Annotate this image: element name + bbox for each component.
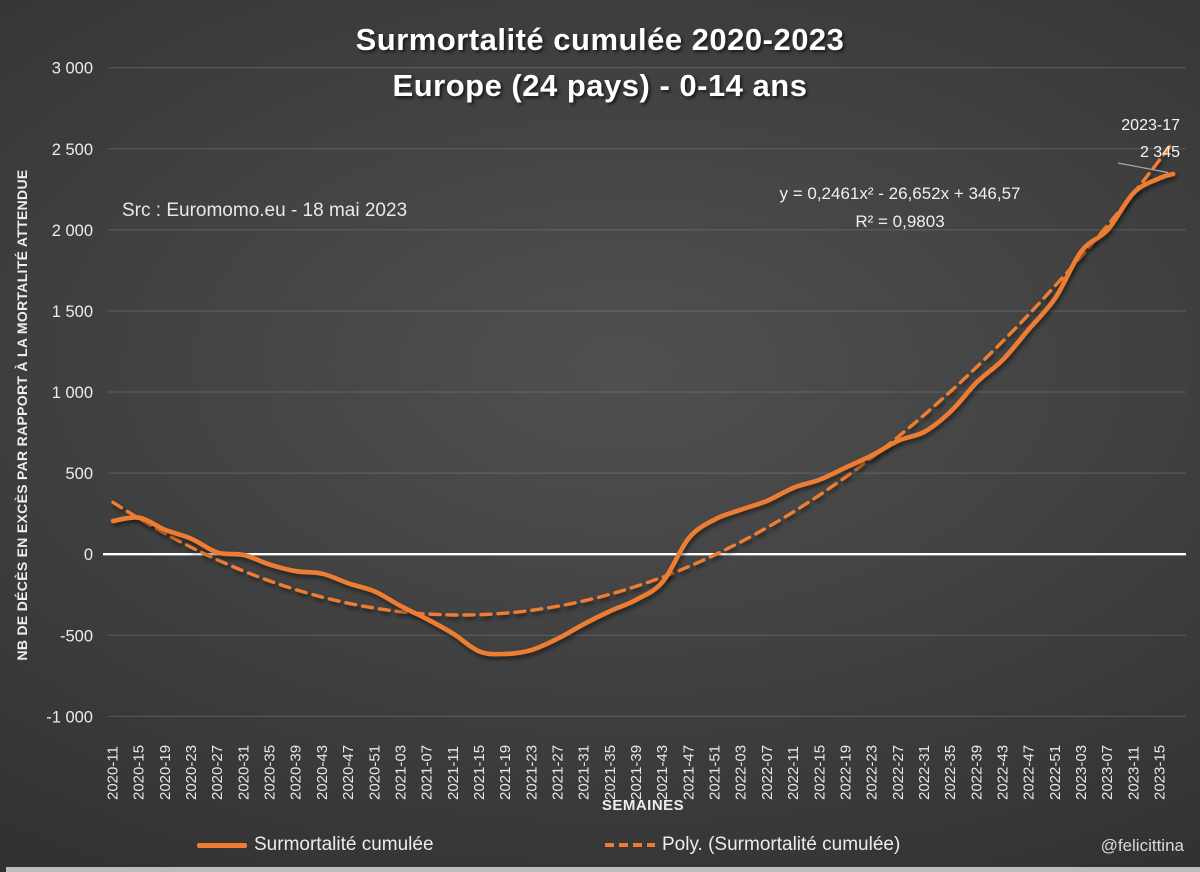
- trendline-equation-r2: R² = 0,9803: [855, 212, 945, 232]
- x-tick-label: 2022-35: [942, 745, 959, 800]
- last-point-value: 2 345: [1139, 144, 1180, 162]
- x-tick-label: 2020-23: [183, 745, 200, 800]
- x-tick-label: 2021-19: [497, 745, 514, 800]
- x-tick-label: 2022-19: [837, 745, 854, 800]
- last-point-week: 2023-17: [1121, 117, 1180, 134]
- x-tick-label: 2020-47: [340, 745, 357, 800]
- x-tick-label: 2022-07: [759, 745, 776, 800]
- y-tick-label: 2 000: [52, 222, 93, 240]
- legend-item-surmortalite: Surmortalité cumulée: [197, 832, 434, 858]
- series-line-surmortalite: [110, 171, 1176, 657]
- x-tick-label: 2022-39: [968, 745, 985, 800]
- x-tick-label: 2023-07: [1099, 745, 1116, 800]
- legend-dashed-line-swatch: [605, 843, 655, 847]
- legend-item-poly: Poly. (Surmortalité cumulée): [605, 832, 900, 858]
- x-tick-label: 2021-27: [549, 745, 566, 800]
- x-tick-label: 2022-47: [1021, 745, 1038, 800]
- x-tick-label: 2020-43: [314, 745, 331, 800]
- x-tick-label: 2022-15: [811, 745, 828, 800]
- x-tick-label: 2021-47: [680, 745, 697, 800]
- x-tick-label: 2022-51: [1047, 745, 1064, 800]
- trendline-poly: [111, 140, 1175, 617]
- x-tick-label: 2022-23: [864, 745, 881, 800]
- x-tick-label: 2020-19: [157, 745, 174, 800]
- legend-label: Poly. (Surmortalité cumulée): [662, 834, 901, 855]
- x-tick-label: 2023-11: [1125, 746, 1142, 800]
- source-note: Src : Euromomo.eu - 18 mai 2023: [122, 200, 408, 221]
- y-tick-label: 3 000: [52, 60, 93, 78]
- y-tick-label: -1 000: [46, 708, 93, 726]
- y-tick-label: 0: [84, 546, 93, 564]
- x-tick-label: 2021-51: [707, 745, 724, 800]
- legend-solid-line-swatch: [197, 842, 247, 848]
- y-tick-label: 1 000: [52, 384, 93, 402]
- x-tick-label: 2023-03: [1073, 745, 1090, 800]
- annotation-leader-line: [1117, 162, 1169, 174]
- watermark-handle: @felicittina: [1100, 836, 1184, 855]
- x-axis-title: SEMAINES: [601, 797, 685, 814]
- x-tick-label: 2020-11: [105, 746, 122, 800]
- x-tick-label: 2020-39: [288, 745, 305, 800]
- x-tick-label: 2021-31: [576, 745, 593, 800]
- y-tick-label: -500: [60, 627, 93, 645]
- legend: Surmortalité cumulée Poly. (Surmortalité…: [0, 832, 1200, 858]
- x-tick-label: 2021-23: [523, 745, 540, 800]
- x-tick-label: 2020-27: [209, 745, 226, 800]
- x-tick-label: 2021-35: [602, 745, 619, 800]
- x-tick-label: 2020-35: [262, 745, 279, 800]
- trendline-equation-formula: y = 0,2461x² - 26,652x + 346,57: [779, 184, 1021, 203]
- x-tick-label: 2021-03: [392, 745, 409, 800]
- x-tick-label: 2021-15: [471, 745, 488, 800]
- chart-title-line1: Surmortalité cumulée 2020-2023: [355, 22, 845, 57]
- x-tick-label: 2021-43: [654, 745, 671, 800]
- y-tick-label: 1 500: [52, 303, 93, 321]
- legend-label: Surmortalité cumulée: [254, 834, 434, 855]
- x-tick-label: 2021-11: [445, 746, 462, 800]
- x-tick-label: 2021-39: [628, 745, 645, 800]
- x-tick-label: 2022-43: [994, 745, 1011, 800]
- x-tick-label: 2020-51: [366, 745, 383, 800]
- x-tick-label: 2022-03: [733, 745, 750, 800]
- x-tick-label: 2022-27: [890, 745, 907, 800]
- x-tick-label: 2020-31: [235, 745, 252, 800]
- bottom-edge-strip: [6, 867, 1200, 872]
- y-tick-label: 2 500: [52, 141, 93, 159]
- x-tick-label: 2022-11: [785, 746, 802, 800]
- trendline-equation: y = 0,2461x² - 26,652x + 346,57 R² = 0,9…: [715, 180, 1085, 236]
- last-point-annotation: 2023-17 2 345: [1121, 112, 1180, 166]
- x-tick-label: 2022-31: [916, 745, 933, 800]
- x-tick-label: 2020-15: [131, 745, 148, 800]
- chart-title-line2: Europe (24 pays) - 0-14 ans: [392, 68, 808, 103]
- x-tick-label: 2023-15: [1152, 745, 1169, 800]
- x-tick-label: 2021-07: [419, 745, 436, 800]
- y-tick-label: 500: [65, 465, 93, 483]
